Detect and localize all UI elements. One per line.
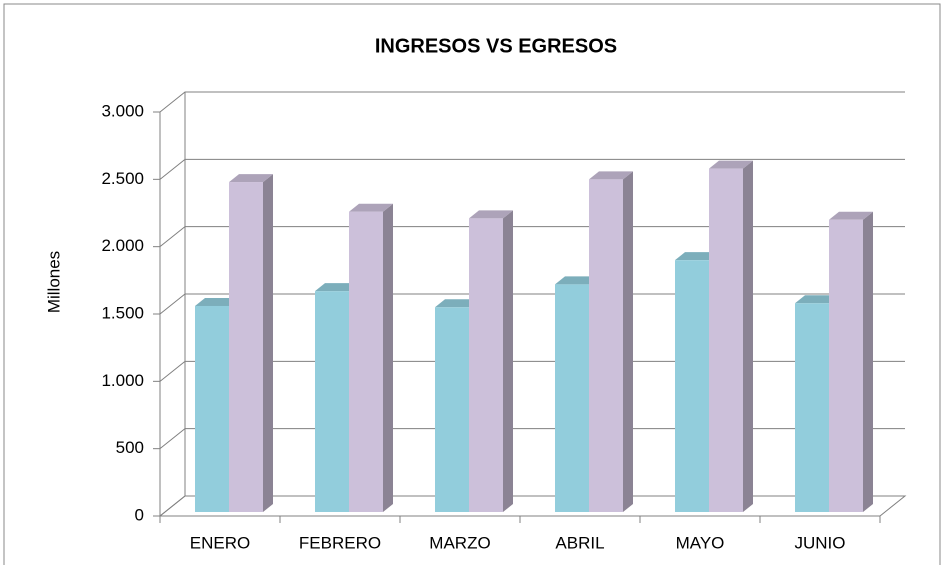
bar [589,179,623,512]
grid-line [159,158,905,180]
bar-top [829,211,873,220]
x-tick-label: FEBRERO [299,533,381,552]
chart-title: INGRESOS VS EGRESOS [375,35,617,57]
bar-side [383,203,393,512]
bar [829,219,863,513]
y-tick-label: 3.000 [101,101,144,120]
bar-top [469,210,513,219]
bar [555,284,589,512]
bar-top [795,295,839,304]
bar [675,260,709,512]
y-tick-label: 1.000 [101,371,144,390]
y-tick-label: 0 [135,505,144,524]
bar-top [675,252,719,261]
bar-top [315,283,359,292]
grid-line [159,428,905,450]
bar-side [863,211,873,513]
y-tick-label: 2.000 [101,236,144,255]
bar [195,305,229,512]
x-tick-label: JUNIO [795,533,846,552]
bar-top [195,297,239,306]
bar-top [555,276,599,285]
y-tick-label: 2.500 [101,169,144,188]
y-tick-label: 1.500 [101,303,144,322]
bar [709,168,743,512]
grid-line [159,360,905,382]
bar-side [503,210,513,512]
bar-side [623,171,633,512]
grid-line [159,91,905,113]
grid-line [159,226,905,248]
bar-top [229,174,273,183]
bar-top [589,171,633,180]
x-tick-label: MARZO [429,533,490,552]
x-tick-label: MAYO [676,533,725,552]
bar [349,211,383,512]
grid-line [159,293,905,315]
grid-line [159,495,905,517]
bar [229,182,263,513]
bar-side [263,174,273,513]
bar-side [743,160,753,512]
bar [315,291,349,512]
bar [435,307,469,512]
bar-top [435,299,479,308]
bar [795,303,829,512]
bar-top [709,160,753,169]
y-axis-label: Millones [44,251,63,313]
x-tick-label: ENERO [190,533,250,552]
bar [469,218,503,512]
x-tick-label: ABRIL [555,533,604,552]
bar-top [349,203,393,212]
y-tick-label: 500 [116,438,144,457]
